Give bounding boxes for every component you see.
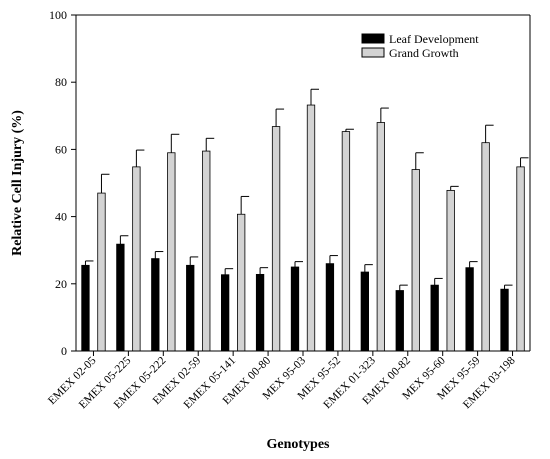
bar [446, 189, 455, 352]
bar [132, 166, 141, 352]
bar [465, 267, 474, 352]
bar [395, 290, 404, 352]
bar [116, 243, 125, 352]
bar [376, 122, 385, 352]
bar [306, 104, 316, 352]
y-tick-label: 100 [49, 8, 67, 22]
y-tick-label: 20 [55, 277, 67, 291]
bar [481, 142, 490, 352]
bar [290, 266, 300, 352]
y-tick-label: 40 [55, 210, 67, 224]
bar [500, 288, 509, 352]
bar [167, 152, 176, 352]
bar [221, 274, 230, 352]
bar [186, 264, 195, 352]
y-tick-label: 60 [55, 142, 67, 156]
legend-swatch-leaf-development [361, 33, 385, 44]
bar [516, 166, 525, 352]
bar [430, 284, 439, 352]
axes-layer [71, 14, 531, 356]
legend-label-leaf-development: Leaf Development [389, 32, 479, 46]
y-tick-label: 0 [61, 344, 67, 358]
bar [202, 150, 211, 352]
bar [271, 126, 281, 352]
bar [97, 192, 106, 352]
bar [325, 263, 335, 352]
bar [237, 213, 246, 352]
legend-swatch-grand-growth [361, 47, 385, 58]
legend-label-grand-growth: Grand Growth [389, 46, 459, 60]
bars-layer [81, 88, 529, 352]
bar [360, 271, 369, 352]
bar [411, 169, 420, 352]
bar [81, 264, 90, 352]
y-axis-title: Relative Cell Injury (%) [10, 110, 25, 256]
legend: Leaf Development Grand Growth [361, 32, 479, 60]
y-tick-label: 80 [55, 75, 67, 89]
bar [151, 258, 160, 352]
bar [341, 131, 351, 352]
bar [255, 273, 265, 352]
x-axis-title: Genotypes [267, 437, 331, 452]
